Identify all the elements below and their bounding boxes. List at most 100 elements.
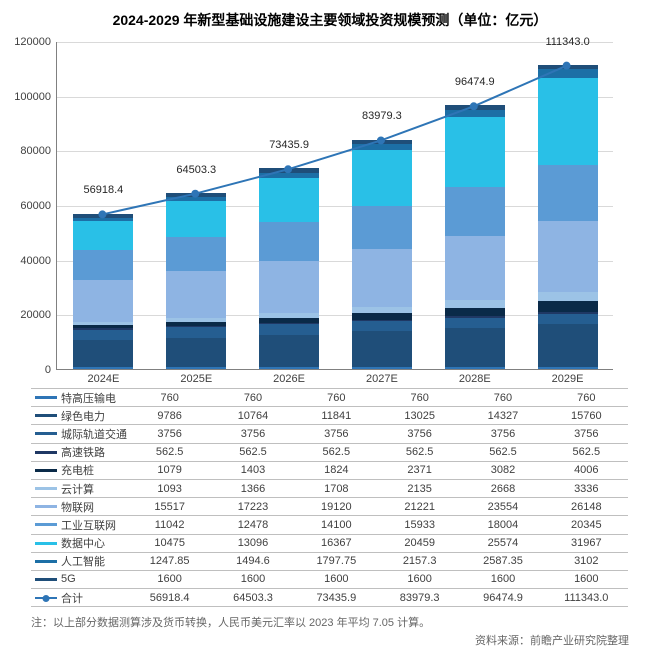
table-cell: 1494.6 bbox=[211, 555, 294, 567]
grid-line bbox=[57, 315, 613, 316]
bar-segment-lvsedianli bbox=[73, 340, 133, 367]
table-cell: 19120 bbox=[295, 501, 378, 513]
bar-segment-shuju bbox=[352, 150, 412, 206]
bar-total-label: 56918.4 bbox=[73, 185, 133, 197]
table-cell: 2587.35 bbox=[461, 555, 544, 567]
legend-label: 物联网 bbox=[61, 499, 94, 515]
chart-area: 02000040000600008000010000012000056918.4… bbox=[56, 42, 613, 370]
legend-swatch bbox=[35, 560, 57, 563]
table-row: 特高压输电760760760760760760 bbox=[31, 388, 628, 407]
table-cell: 760 bbox=[128, 392, 211, 404]
bar-segment-wulian bbox=[259, 261, 319, 313]
legend-swatch bbox=[35, 505, 57, 508]
table-cell: 1600 bbox=[461, 573, 544, 585]
bar-segment-lvsedianli bbox=[352, 331, 412, 367]
table-cell: 3082 bbox=[461, 464, 544, 476]
legend-swatch bbox=[35, 414, 57, 417]
bar-segment-shuju bbox=[445, 117, 505, 187]
data-table: 特高压输电760760760760760760绿色电力9786107641184… bbox=[31, 388, 628, 607]
bar-segment-chengji bbox=[538, 314, 598, 324]
table-cell: 10764 bbox=[211, 410, 294, 422]
bar-group: 64503.3 bbox=[166, 193, 226, 369]
table-row: 工业互联网110421247814100159331800420345 bbox=[31, 516, 628, 534]
y-tick-label: 120000 bbox=[14, 36, 57, 48]
y-tick-label: 0 bbox=[45, 364, 57, 376]
legend-label: 城际轨道交通 bbox=[61, 426, 127, 442]
legend-swatch bbox=[35, 432, 57, 435]
legend-swatch bbox=[35, 523, 57, 526]
bar-segment-chongdian bbox=[538, 301, 598, 312]
table-cell: 562.5 bbox=[211, 446, 294, 458]
table-cell: 23554 bbox=[461, 501, 544, 513]
table-cell: 760 bbox=[378, 392, 461, 404]
table-cell: 18004 bbox=[461, 519, 544, 531]
footnote-note: 注：以上部分数据测算涉及货币转换，人民币美元汇率以 2023 年平均 7.05 … bbox=[31, 614, 629, 630]
legend-label: 绿色电力 bbox=[61, 408, 105, 424]
table-cell: 11042 bbox=[128, 519, 211, 531]
legend-label: 数据中心 bbox=[61, 535, 105, 551]
table-cell: 21221 bbox=[378, 501, 461, 513]
x-tick-label: 2024E bbox=[73, 369, 133, 385]
table-cell: 3756 bbox=[545, 428, 628, 440]
bar-segment-shuju bbox=[538, 78, 598, 165]
table-row: 充电桩107914031824237130824006 bbox=[31, 462, 628, 480]
bar-group: 96474.9 bbox=[445, 105, 505, 369]
table-cell: 3756 bbox=[378, 428, 461, 440]
table-cell: 2371 bbox=[378, 464, 461, 476]
footnotes: 注：以上部分数据测算涉及货币转换，人民币美元汇率以 2023 年平均 7.05 … bbox=[31, 614, 629, 648]
table-cell: 1600 bbox=[211, 573, 294, 585]
table-cell: 562.5 bbox=[545, 446, 628, 458]
bar-total-label: 96474.9 bbox=[445, 77, 505, 89]
table-cell: 760 bbox=[461, 392, 544, 404]
legend-swatch bbox=[35, 578, 57, 581]
legend-label: 人工智能 bbox=[61, 553, 105, 569]
table-cell: 562.5 bbox=[295, 446, 378, 458]
table-cell: 25574 bbox=[461, 537, 544, 549]
legend-swatch bbox=[35, 597, 57, 599]
table-cell: 3756 bbox=[295, 428, 378, 440]
table-cell: 562.5 bbox=[128, 446, 211, 458]
table-cell: 3756 bbox=[128, 428, 211, 440]
table-cell: 14100 bbox=[295, 519, 378, 531]
table-cell: 760 bbox=[295, 392, 378, 404]
bar-segment-lvsedianli bbox=[538, 324, 598, 367]
bar-group: 111343.0 bbox=[538, 65, 598, 369]
bar-segment-chengji bbox=[445, 318, 505, 328]
table-cell: 12478 bbox=[211, 519, 294, 531]
bar-group: 56918.4 bbox=[73, 214, 133, 369]
legend-swatch bbox=[35, 542, 57, 545]
table-cell: 1600 bbox=[295, 573, 378, 585]
bar-segment-wulian bbox=[166, 271, 226, 318]
bar-segment-wulian bbox=[73, 280, 133, 322]
bar-segment-shuju bbox=[259, 178, 319, 223]
table-cell: 2135 bbox=[378, 483, 461, 495]
table-cell: 13096 bbox=[211, 537, 294, 549]
table-cell: 20345 bbox=[545, 519, 628, 531]
table-cell: 14327 bbox=[461, 410, 544, 422]
y-tick-label: 40000 bbox=[20, 255, 57, 267]
footnote-source: 资料来源：前瞻产业研究院整理 bbox=[31, 632, 629, 648]
legend-label: 充电桩 bbox=[61, 462, 94, 478]
table-cell: 20459 bbox=[378, 537, 461, 549]
bar-segment-gongye bbox=[538, 165, 598, 221]
plot: 02000040000600008000010000012000056918.4… bbox=[56, 42, 613, 370]
table-row: 城际轨道交通375637563756375637563756 bbox=[31, 425, 628, 443]
table-row: 合计56918.464503.373435.983979.396474.9111… bbox=[31, 589, 628, 607]
grid-line bbox=[57, 261, 613, 262]
table-cell: 2157.3 bbox=[378, 555, 461, 567]
table-cell: 15517 bbox=[128, 501, 211, 513]
x-tick-label: 2029E bbox=[538, 369, 598, 385]
table-cell: 562.5 bbox=[378, 446, 461, 458]
bar-segment-gongye bbox=[352, 206, 412, 250]
y-tick-label: 20000 bbox=[20, 309, 57, 321]
bar-segment-chengji bbox=[166, 327, 226, 337]
table-cell: 1366 bbox=[211, 483, 294, 495]
table-cell: 3102 bbox=[545, 555, 628, 567]
grid-line bbox=[57, 206, 613, 207]
table-cell: 1708 bbox=[295, 483, 378, 495]
table-cell: 1600 bbox=[128, 573, 211, 585]
bar-segment-gongye bbox=[73, 250, 133, 280]
table-row: 人工智能1247.851494.61797.752157.32587.35310… bbox=[31, 553, 628, 571]
table-row: 高速铁路562.5562.5562.5562.5562.5562.5 bbox=[31, 444, 628, 462]
table-cell: 1403 bbox=[211, 464, 294, 476]
